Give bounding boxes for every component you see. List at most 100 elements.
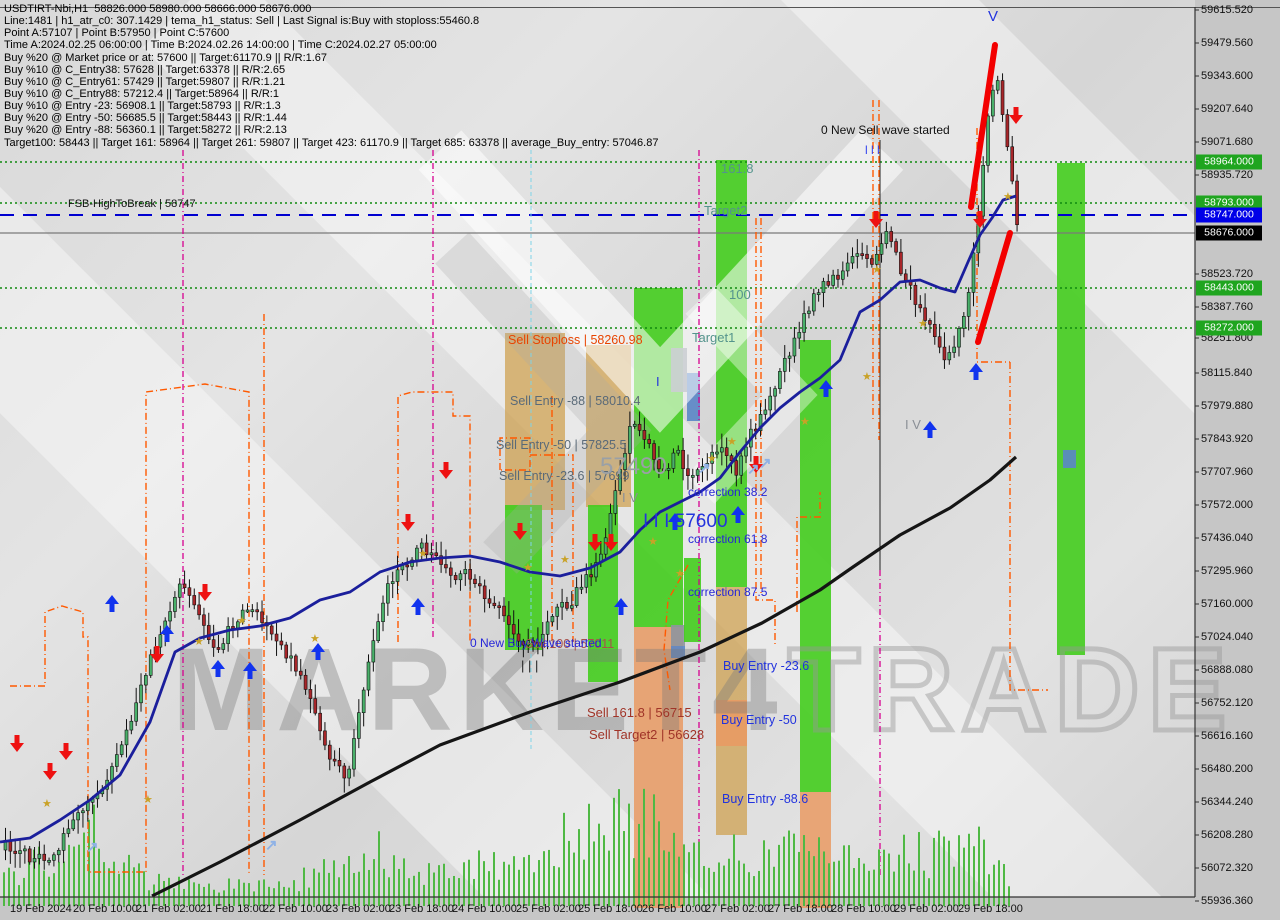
iv-mark-left: I V xyxy=(622,490,638,505)
star-icon: ★ xyxy=(418,548,428,560)
star-icon: ★ xyxy=(872,264,882,276)
new-buy-wave-label: 0 New Buy Wave started xyxy=(470,636,602,650)
time-tick-label: 29 Feb 18:00 xyxy=(958,903,1023,915)
buy-arrow-icon xyxy=(819,380,833,397)
header-line-10: Buy %20 @ Entry -50: 56685.5 || Target:5… xyxy=(4,112,287,125)
price-marker-green: 58964.000 xyxy=(1196,154,1262,170)
wave-57600-label: I I I 57600 xyxy=(643,511,728,532)
price-tick-label: 57024.040 xyxy=(1201,631,1253,643)
sell-161-label: Sell 161.8 | 56715 xyxy=(587,705,692,720)
sell-arrow-icon xyxy=(588,534,602,551)
time-tick-label: 20 Feb 10:00 xyxy=(73,903,138,915)
sell-arrow-icon xyxy=(869,211,883,228)
header-line-7: Buy %10 @ C_Entry61: 57429 || Target:598… xyxy=(4,75,286,88)
price-tick-label: 58935.720 xyxy=(1201,169,1253,181)
price-tick-label: 57979.880 xyxy=(1201,400,1253,412)
buy-arrow-icon xyxy=(311,643,325,660)
v-mark: V xyxy=(988,8,999,25)
zone-column-tan xyxy=(505,333,565,510)
star-icon: ★ xyxy=(42,798,52,810)
star-icon: ★ xyxy=(194,636,204,648)
sell-entry-50-label: Sell Entry -50 | 57825.5 xyxy=(496,438,627,452)
buy-arrow-icon xyxy=(211,660,225,677)
new-sell-wave-label: 0 New Sell wave started xyxy=(821,123,950,137)
time-tick-label: 29 Feb 02:00 xyxy=(894,903,959,915)
buy-arrow-icon xyxy=(923,421,937,438)
price-tick-label: 56616.160 xyxy=(1201,730,1253,742)
sell-arrow-icon xyxy=(150,646,164,663)
buy-arrow-icon xyxy=(160,625,174,642)
cursor-arrow-icon: ↗ xyxy=(265,837,278,854)
star-icon: ★ xyxy=(143,794,153,806)
header-line-4: Time A:2024.02.25 06:00:00 | Time B:2024… xyxy=(4,39,437,52)
sell-arrow-icon xyxy=(604,534,618,551)
time-tick-label: 21 Feb 18:00 xyxy=(200,903,265,915)
correction-38-label: correction 38.2 xyxy=(688,485,768,499)
buy-arrow-icon xyxy=(668,513,682,530)
header-line-6: Buy %10 @ C_Entry38: 57628 || Target:633… xyxy=(4,63,286,76)
watermark-trade: TRADE xyxy=(785,622,1235,759)
header-line-9: Buy %10 @ Entry -23: 56908.1 || Target:5… xyxy=(4,100,281,113)
zone-column-blue xyxy=(671,646,685,658)
correction-61-label: correction 61.8 xyxy=(688,532,768,546)
sell-100-label: Sell 100 | 57011 xyxy=(525,637,615,651)
star-icon: ★ xyxy=(560,554,570,566)
header-line-1: USDTIRT-Nbi,H1 58826.000 58980.000 58666… xyxy=(4,3,312,15)
candles xyxy=(3,73,1019,870)
target1-label: Target1 xyxy=(692,330,736,345)
price-axis-margin xyxy=(1195,0,1280,920)
price-marker-green: 58272.000 xyxy=(1196,320,1262,336)
sell-arrow-icon xyxy=(43,763,57,780)
fsb-high-to-break-label: FSB-HighToBreak | 58747 xyxy=(68,198,196,210)
cursor-arrow-icon: ↗ xyxy=(747,461,760,478)
time-tick-label: 22 Feb 10:00 xyxy=(263,903,328,915)
time-tick-label: 28 Feb 10:00 xyxy=(831,903,896,915)
sell-target2-label: Sell Target2 | 56628 xyxy=(589,727,705,742)
time-tick-label: 21 Feb 02:00 xyxy=(136,903,201,915)
header-line-8: Buy %10 @ C_Entry88: 57212.4 || Target:5… xyxy=(4,87,279,100)
price-tick-label: 56888.080 xyxy=(1201,664,1253,676)
price-tick-label: 57160.000 xyxy=(1201,598,1253,610)
volume-histogram xyxy=(3,788,1010,906)
buy-arrow-icon xyxy=(969,363,983,380)
price-marker-black: 58676.000 xyxy=(1196,225,1262,241)
price-tick-label: 57436.040 xyxy=(1201,532,1253,544)
header-line-2: Line:1481 | h1_atr_c0: 307.1429 | tema_h… xyxy=(4,15,480,28)
price-marker-green: 58793.000 xyxy=(1196,195,1262,211)
time-tick-label: 24 Feb 10:00 xyxy=(452,903,517,915)
star-icon: ★ xyxy=(648,536,658,548)
sell-entry-23-label: Sell Entry -23.6 | 57699 xyxy=(499,469,630,483)
price-tick-label: 56208.280 xyxy=(1201,829,1253,841)
fib-100-label: 100 xyxy=(729,287,751,302)
zone-column-green xyxy=(716,160,747,587)
black-tally: | | | xyxy=(521,658,539,673)
sell-arrow-icon xyxy=(10,735,24,752)
price-tick-label: 59615.520 xyxy=(1201,4,1253,16)
time-tick-label: 19 Feb 2024 xyxy=(10,903,72,915)
time-tick-label: 26 Feb 10:00 xyxy=(642,903,707,915)
price-tick-label: 55936.360 xyxy=(1201,895,1253,907)
signal-arrows: ↗ ↗↗ ↗ ↗★ ★★★★★★★★★★★★★★★★ xyxy=(10,107,1023,856)
time-tick-label: 23 Feb 18:00 xyxy=(389,903,454,915)
star-icon: ★ xyxy=(1003,191,1013,203)
star-icon: ★ xyxy=(310,633,320,645)
price-tick-label: 57572.000 xyxy=(1201,499,1253,511)
zone-column-blue xyxy=(1063,450,1076,468)
zone-column-green xyxy=(505,505,542,650)
orange-trailing-lines xyxy=(10,100,1048,875)
i-mark-blue: I xyxy=(656,374,660,389)
top-border-line xyxy=(0,7,1280,8)
zone-column-green xyxy=(800,340,831,792)
star-icon: ★ xyxy=(237,615,247,627)
sell-arrow-icon xyxy=(749,456,763,473)
header-line-5: Buy %20 @ Market price or at: 57600 || T… xyxy=(4,51,328,64)
time-tick-label: 25 Feb 02:00 xyxy=(516,903,581,915)
sell-arrow-icon xyxy=(439,462,453,479)
buy-arrow-icon xyxy=(105,595,119,612)
time-tick-label: 25 Feb 18:00 xyxy=(578,903,643,915)
target2-label: Target2 xyxy=(704,203,748,218)
price-marker-blue: 58747.000 xyxy=(1196,207,1262,223)
iv-mark-right: I V xyxy=(905,417,921,432)
